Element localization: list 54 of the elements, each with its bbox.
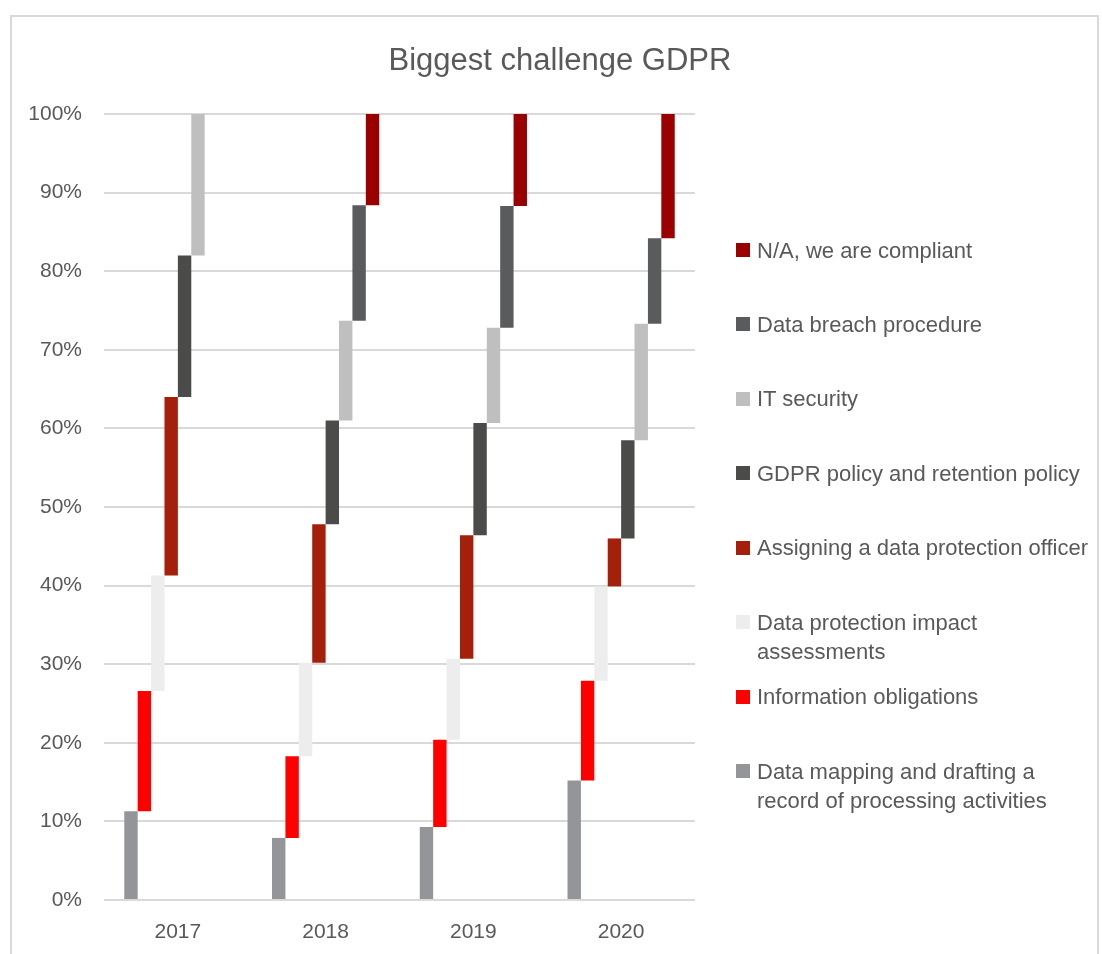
bar: [621, 440, 635, 539]
legend-label: Information obligations: [757, 683, 980, 712]
legend-label: Assigning a data protection officer: [757, 534, 1090, 563]
y-tick-label: 20%: [39, 729, 82, 753]
bar: [325, 420, 340, 525]
bar: [137, 690, 152, 812]
legend-label: Data mapping and drafting a record of processing activities: [757, 757, 1048, 815]
bar: [191, 114, 205, 256]
bar: [459, 535, 474, 659]
legend-label: IT security: [757, 385, 860, 414]
bar: [647, 238, 662, 324]
bar: [419, 826, 434, 899]
bar: [607, 538, 622, 587]
x-tick-label: 2018: [302, 919, 349, 943]
y-tick-label: 40%: [39, 572, 82, 596]
y-tick-label: 90%: [39, 179, 82, 203]
legend-label: GDPR policy and retention policy: [757, 459, 1081, 488]
bar: [580, 680, 595, 781]
bar: [298, 662, 313, 757]
bar: [500, 205, 514, 328]
bar: [446, 658, 460, 740]
y-tick-label: 60%: [39, 415, 82, 439]
x-tick-label: 2019: [450, 919, 497, 943]
bar: [339, 320, 353, 421]
bar: [567, 780, 581, 899]
bar: [634, 323, 648, 441]
y-tick-label: 0%: [51, 886, 82, 910]
bar: [433, 739, 447, 827]
bar: [513, 114, 527, 206]
bar: [594, 586, 608, 681]
bar: [312, 524, 326, 663]
bar: [352, 205, 366, 321]
y-tick-label: 30%: [39, 651, 82, 674]
bar: [177, 255, 192, 397]
x-tick-label: 2020: [597, 919, 645, 943]
legend-label: N/A, we are compliant: [757, 236, 974, 265]
bar: [486, 327, 501, 423]
bar: [365, 114, 380, 206]
y-tick-label: 10%: [39, 808, 82, 832]
legend-label: Data protection impact assessments: [757, 608, 979, 666]
y-tick-label: 50%: [39, 493, 82, 517]
legend-label: Data breach procedure: [757, 310, 984, 339]
y-tick-label: 80%: [39, 258, 82, 281]
y-tick-label: 100%: [28, 100, 82, 124]
bar: [124, 811, 138, 899]
y-tick-label: 70%: [39, 336, 82, 360]
bar: [151, 575, 165, 691]
bar: [272, 837, 286, 899]
bar: [661, 114, 675, 239]
x-tick-label: 2017: [154, 919, 202, 943]
bar: [164, 396, 178, 576]
chart-title: Biggest challenge GDPR: [387, 42, 733, 78]
bar: [473, 422, 487, 536]
bar: [285, 756, 299, 838]
